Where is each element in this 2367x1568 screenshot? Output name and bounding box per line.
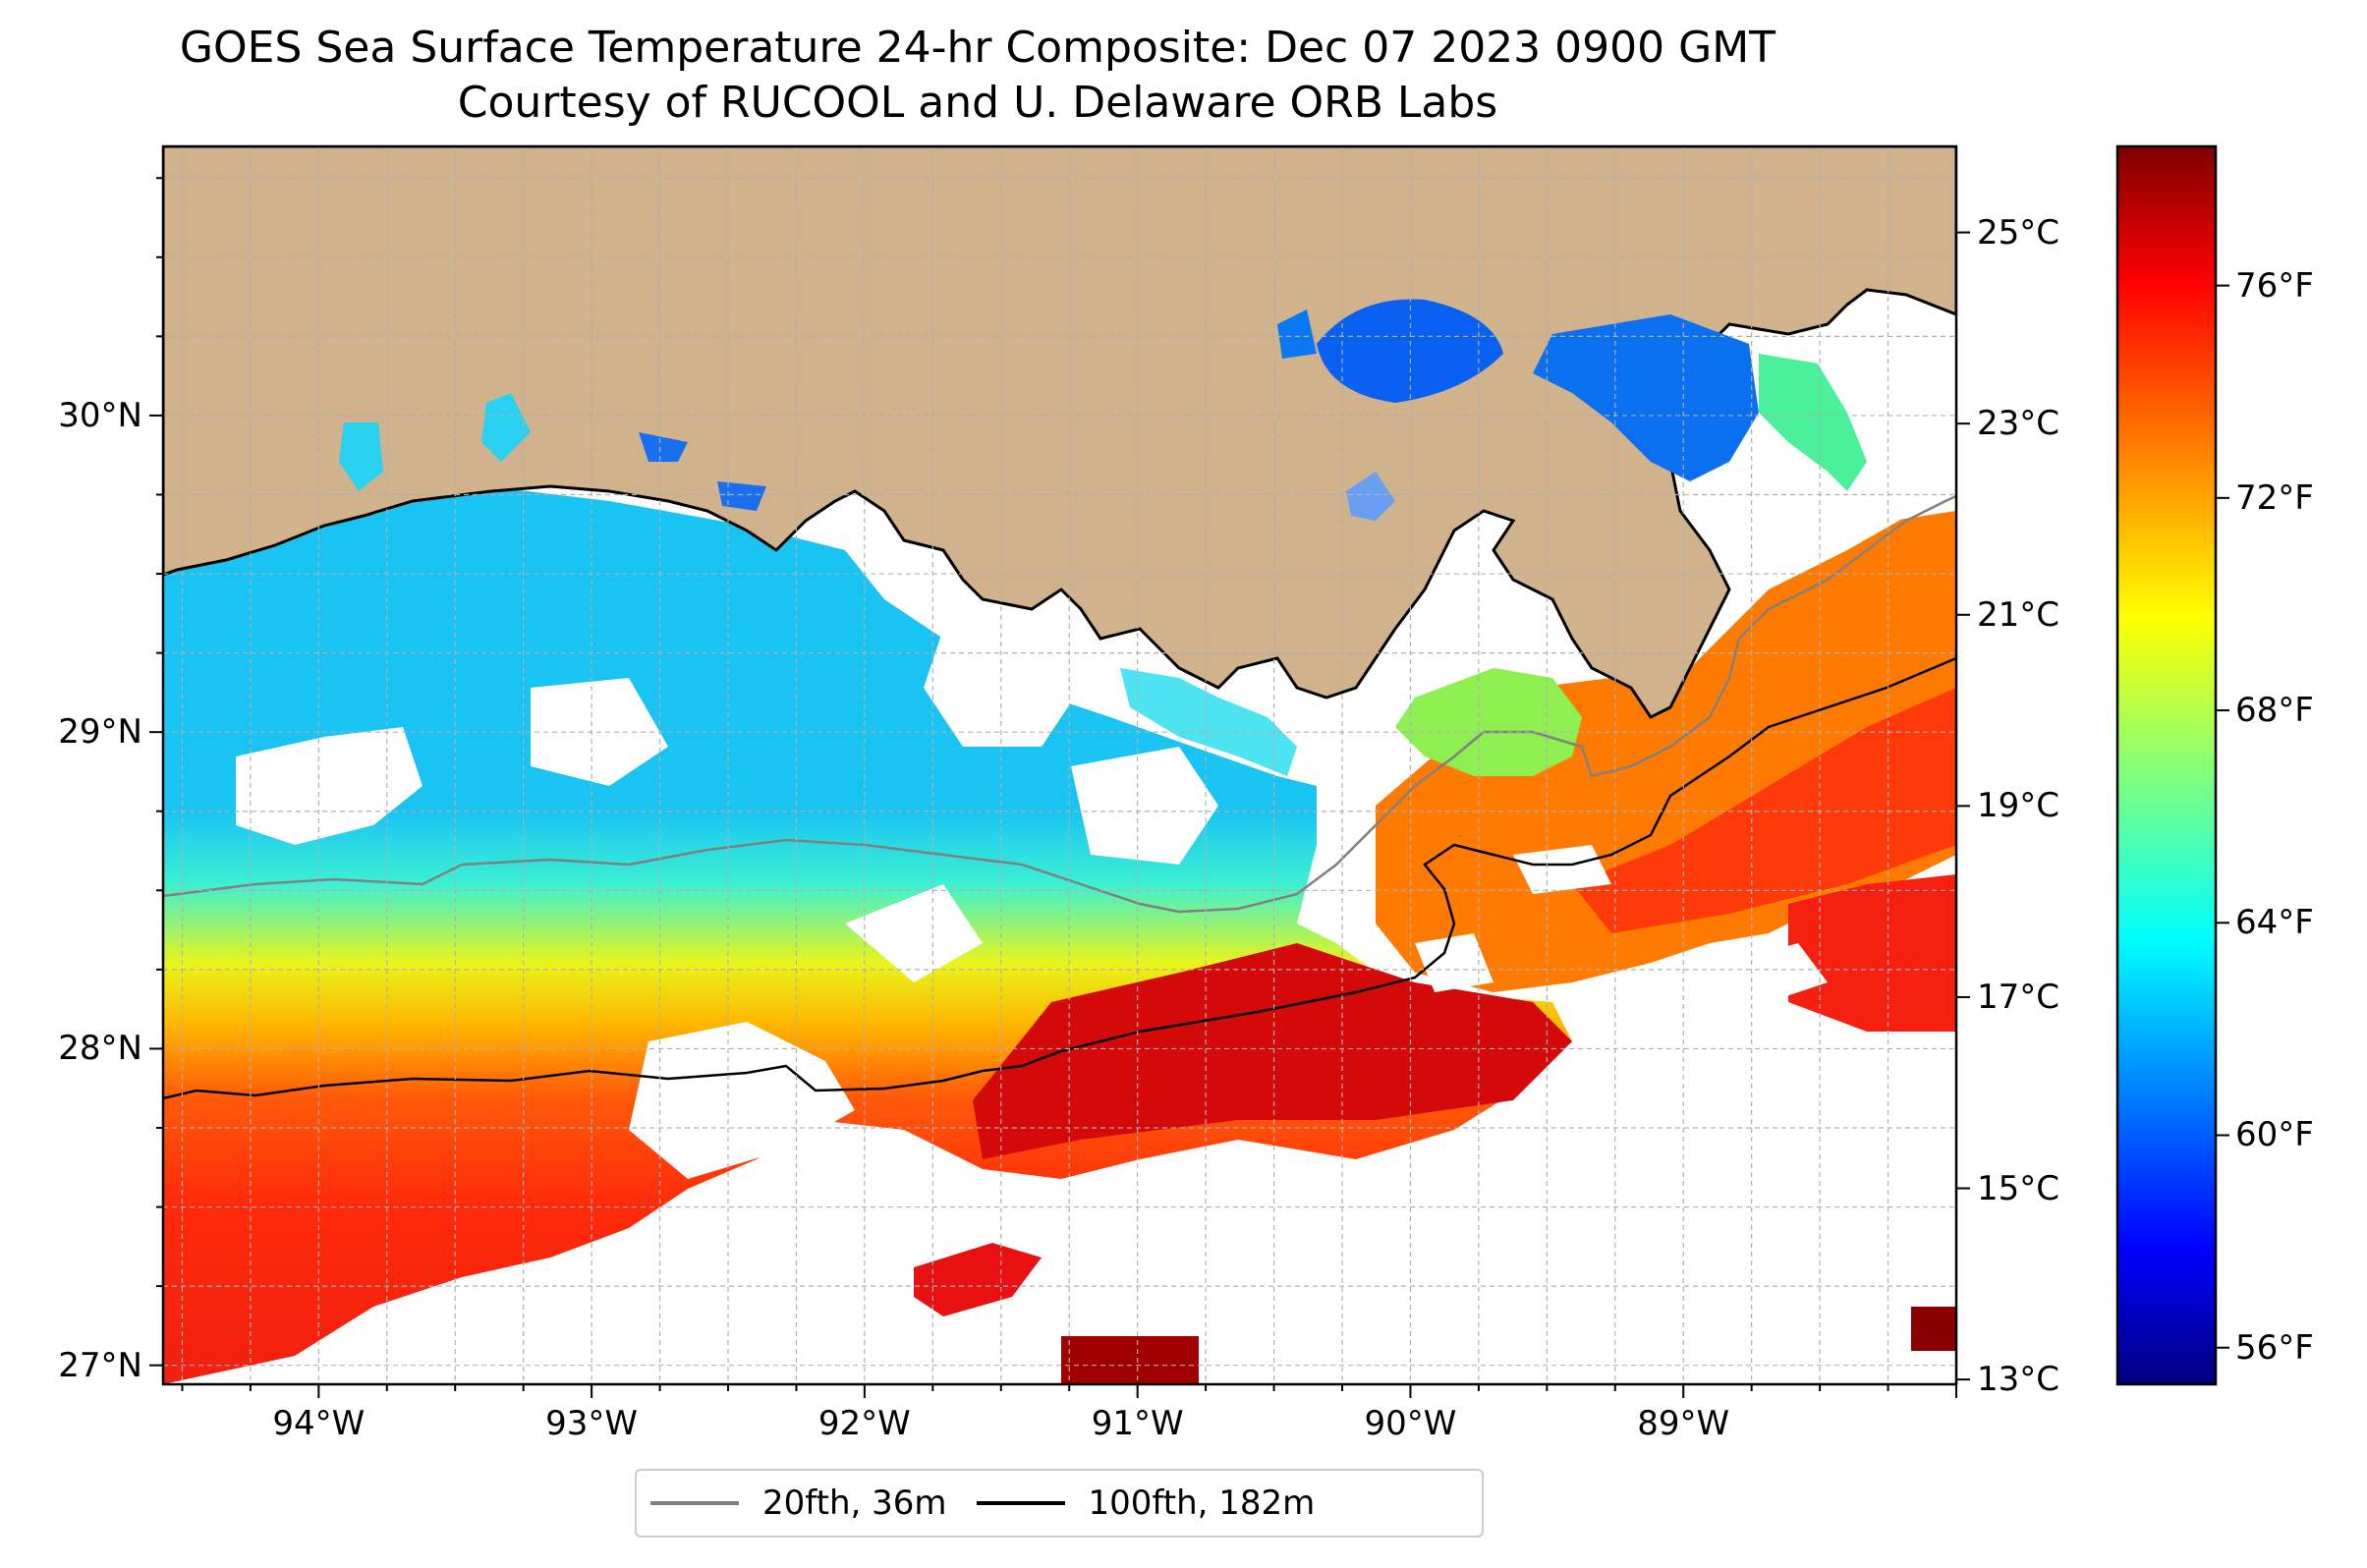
celsius-tick-label: 25°C bbox=[1977, 212, 2060, 252]
fahrenheit-tick-label: 68°F bbox=[2235, 691, 2314, 731]
sst-south-patch bbox=[914, 1243, 1042, 1316]
isobath-20fth bbox=[163, 494, 1956, 914]
legend-label: 100fth, 182m bbox=[1088, 1484, 1316, 1523]
sst-south-dark bbox=[1061, 1336, 1199, 1384]
lake-calcasieu bbox=[339, 422, 383, 491]
legend-line-gray bbox=[650, 1501, 739, 1505]
legend-item-20fth: 20fth, 36m bbox=[650, 1484, 947, 1523]
fahrenheit-tick-label: 60°F bbox=[2235, 1115, 2314, 1155]
legend-label: 20fth, 36m bbox=[762, 1484, 947, 1523]
lake-small-3 bbox=[1346, 472, 1395, 521]
colorbar-gradient bbox=[2117, 146, 2216, 1384]
lat-tick-label: 29°N bbox=[58, 712, 142, 753]
colorbar-frame bbox=[2115, 144, 2218, 1386]
map-frame bbox=[161, 144, 1958, 1386]
map-ticks bbox=[149, 177, 1957, 1398]
fahrenheit-tick-label: 56°F bbox=[2235, 1327, 2314, 1368]
lon-tick-label: 92°W bbox=[817, 1404, 911, 1443]
sst-coastal-band bbox=[1120, 668, 1297, 776]
legend-line-black bbox=[976, 1501, 1065, 1505]
lat-tick-label: 28°N bbox=[58, 1029, 142, 1069]
lon-tick-label: 94°W bbox=[272, 1404, 366, 1443]
fahrenheit-tick-label: 76°F bbox=[2235, 265, 2314, 306]
fahrenheit-tick-label: 72°F bbox=[2235, 477, 2314, 518]
sst-green-bay bbox=[1395, 668, 1582, 776]
lon-tick-label: 93°W bbox=[545, 1404, 639, 1443]
celsius-tick-label: 19°C bbox=[1977, 786, 2060, 826]
lake-west bbox=[1277, 309, 1317, 359]
lon-tick-label: 91°W bbox=[1091, 1404, 1184, 1443]
celsius-tick-label: 15°C bbox=[1977, 1168, 2060, 1208]
lon-tick-label: 89°W bbox=[1637, 1404, 1730, 1443]
fahrenheit-tick-label: 64°F bbox=[2235, 903, 2314, 943]
lat-tick-label: 30°N bbox=[58, 395, 142, 435]
celsius-tick-label: 17°C bbox=[1977, 977, 2060, 1017]
lake-small-2 bbox=[717, 481, 766, 511]
sst-east-patch bbox=[1788, 874, 1956, 1032]
map-content bbox=[163, 146, 1956, 1384]
celsius-tick-label: 13°C bbox=[1977, 1360, 2060, 1400]
colorbar-ticks bbox=[1956, 231, 2229, 1381]
lat-tick-label: 27°N bbox=[58, 1345, 142, 1385]
celsius-tick-label: 23°C bbox=[1977, 404, 2060, 444]
isobath-100fth bbox=[163, 656, 1956, 1100]
map-title: GOES Sea Surface Temperature 24-hr Compo… bbox=[179, 23, 1776, 73]
sst-warm-east bbox=[1572, 688, 1956, 933]
lake-borgne bbox=[1533, 314, 1759, 481]
legend-item-100fth: 100fth, 182m bbox=[976, 1484, 1316, 1523]
lake-sabine bbox=[481, 393, 531, 462]
lake-small-1 bbox=[639, 432, 688, 462]
sst-corner-dark bbox=[1911, 1307, 1956, 1351]
lake-breton bbox=[1759, 354, 1867, 491]
map-subtitle: Courtesy of RUCOOL and U. Delaware ORB L… bbox=[457, 78, 1498, 128]
isobath-legend: 20fth, 36m 100fth, 182m bbox=[635, 1469, 1484, 1538]
sst-field-deep-red bbox=[973, 943, 1572, 1159]
celsius-tick-label: 21°C bbox=[1977, 594, 2060, 635]
grid-lines bbox=[163, 146, 1956, 1384]
lon-tick-label: 90°W bbox=[1364, 1404, 1457, 1443]
